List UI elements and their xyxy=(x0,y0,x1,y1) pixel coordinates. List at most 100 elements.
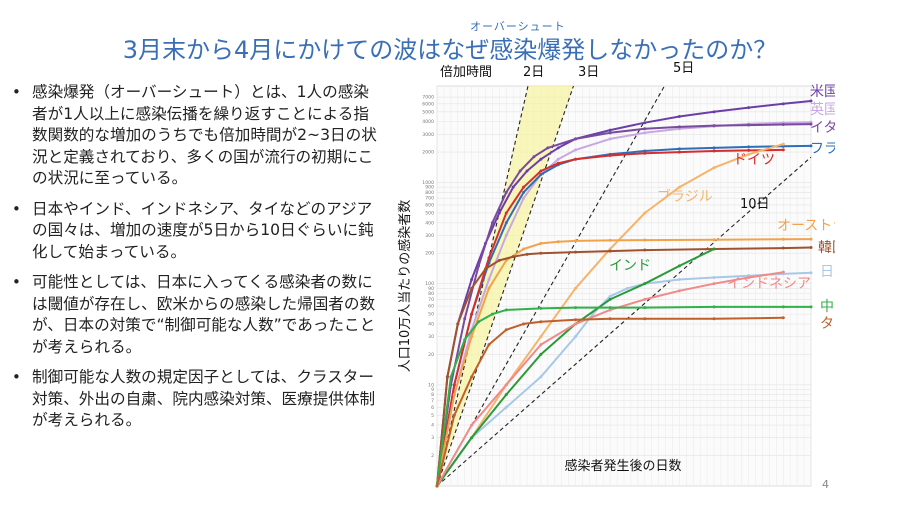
series-point xyxy=(525,252,529,256)
series-name-label: 日本 xyxy=(820,264,835,280)
series-point xyxy=(463,338,467,342)
series-point xyxy=(452,383,456,387)
series-point xyxy=(608,128,612,132)
series-point xyxy=(712,317,716,321)
bullet-item: • 感染爆発（オーバーシュート）とは、1人の感染者が1人以上に感染伝播を繰り返すこ… xyxy=(6,82,382,190)
series-point xyxy=(487,277,491,281)
series-point xyxy=(449,375,453,379)
series-point xyxy=(643,121,647,125)
series-point xyxy=(608,154,612,158)
series-point xyxy=(511,185,515,189)
series-point xyxy=(539,352,543,356)
y-tick-label: 5000 xyxy=(422,109,434,115)
series-line xyxy=(436,316,784,487)
y-tick-label: 4 xyxy=(431,423,434,429)
series-point xyxy=(539,306,543,310)
series-point xyxy=(483,267,487,271)
series-point xyxy=(643,317,647,321)
series-point xyxy=(643,282,647,286)
series-point xyxy=(504,328,508,332)
series-name-label: 韓国 xyxy=(818,240,835,256)
series-point xyxy=(747,148,751,152)
series-point xyxy=(470,335,474,339)
series-point xyxy=(539,157,543,161)
y-tick-label: 80 xyxy=(428,291,434,297)
series-point xyxy=(712,149,716,153)
series-point xyxy=(781,148,785,152)
series-point xyxy=(781,142,785,146)
doubling-label: 10日 xyxy=(740,197,770,212)
series-point xyxy=(504,190,508,194)
series-point xyxy=(574,250,578,254)
series-point xyxy=(470,277,474,281)
y-tick-label: 2000 xyxy=(422,150,434,156)
series-point xyxy=(452,413,456,417)
series-point xyxy=(574,239,578,243)
series-point xyxy=(712,238,716,242)
series-point xyxy=(504,383,508,387)
series-point xyxy=(712,124,716,128)
series-point xyxy=(677,264,681,268)
bullet-item: • 可能性としては、日本に入ってくる感染者の数には閾値が存在し、欧米からの感染した… xyxy=(6,272,382,358)
series-point xyxy=(809,144,813,148)
series-point xyxy=(497,211,501,215)
series-point xyxy=(809,99,813,103)
series-point xyxy=(445,375,449,379)
bullet-text: 感染爆発（オーバーシュート）とは、1人の感染者が1人以上に感染伝播を繰り返すこと… xyxy=(32,83,377,187)
series-point xyxy=(677,114,681,118)
series-point xyxy=(574,137,578,141)
series-point xyxy=(781,246,785,250)
series-point xyxy=(781,305,785,309)
series-point xyxy=(781,237,785,241)
y-tick-label: 1000 xyxy=(422,180,434,186)
series-point xyxy=(608,131,612,135)
series-point xyxy=(539,343,543,347)
series-point xyxy=(574,322,578,326)
series-point xyxy=(608,308,612,312)
y-tick-label: 500 xyxy=(425,210,434,216)
series-point xyxy=(504,221,508,225)
bullet-list: • 感染爆発（オーバーシュート）とは、1人の感染者が1人以上に感染伝播を繰り返すこ… xyxy=(6,82,382,441)
series-point xyxy=(522,190,526,194)
y-tick-label: 600 xyxy=(425,202,434,208)
series-point xyxy=(539,173,543,177)
slide-title: 3月末から4月にかけての波はなぜ感染爆発しなかったのか？ xyxy=(122,36,778,64)
series-point xyxy=(556,157,560,161)
y-tick-label: 800 xyxy=(425,190,434,196)
series-point xyxy=(504,233,508,237)
y-tick-label: 400 xyxy=(425,220,434,226)
series-point xyxy=(477,264,481,268)
series-point xyxy=(539,169,543,173)
series-point xyxy=(539,241,543,245)
series-point xyxy=(470,286,474,290)
series-point xyxy=(809,245,813,249)
series-point xyxy=(712,247,716,251)
series-point xyxy=(809,122,813,126)
series-point xyxy=(511,255,515,259)
series-point xyxy=(809,305,813,309)
series-point xyxy=(522,185,526,189)
y-tick-label: 90 xyxy=(428,286,434,292)
series-line xyxy=(436,100,812,487)
series-name-label: インド xyxy=(609,258,651,274)
bullet-icon: • xyxy=(12,273,21,291)
ruby-overshoot: オーバーシュート xyxy=(470,20,566,33)
series-point xyxy=(487,256,491,260)
series-point xyxy=(608,297,612,301)
series-point xyxy=(608,238,612,242)
series-point xyxy=(504,393,508,397)
series-point xyxy=(532,155,536,159)
series-point xyxy=(781,144,785,148)
series-point xyxy=(712,305,716,309)
series-point xyxy=(643,297,647,301)
series-point xyxy=(522,247,526,251)
series-point xyxy=(643,127,647,131)
x-axis-label: 感染者発生後の日数 xyxy=(564,458,681,474)
series-point xyxy=(556,161,560,165)
series-name-label: ドイツ xyxy=(733,152,775,168)
doubling-label: 2日 xyxy=(523,65,544,80)
series-point xyxy=(539,320,543,324)
series-point xyxy=(470,375,474,379)
series-point xyxy=(497,258,501,262)
series-point xyxy=(546,146,550,150)
